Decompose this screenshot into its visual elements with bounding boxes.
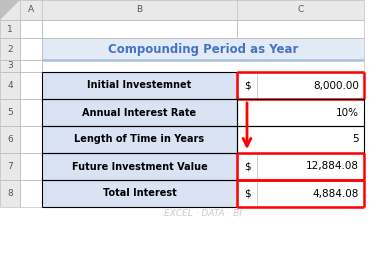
Text: 5: 5 — [7, 108, 13, 117]
Text: Total Interest: Total Interest — [103, 188, 176, 199]
Text: Future Investment Value: Future Investment Value — [72, 162, 207, 171]
Text: EXCEL · DATA · BI: EXCEL · DATA · BI — [164, 209, 242, 218]
Text: 4,884.08: 4,884.08 — [313, 188, 359, 199]
Text: 7: 7 — [7, 162, 13, 171]
Text: 2: 2 — [7, 44, 13, 54]
Text: 6: 6 — [7, 135, 13, 144]
Text: B: B — [137, 5, 142, 15]
Text: C: C — [297, 5, 304, 15]
Text: 5: 5 — [352, 134, 359, 145]
Text: 8: 8 — [7, 189, 13, 198]
Text: 10%: 10% — [336, 108, 359, 117]
Text: $: $ — [244, 162, 250, 171]
Text: 8,000.00: 8,000.00 — [313, 80, 359, 91]
Text: $: $ — [244, 188, 250, 199]
Text: $: $ — [244, 80, 250, 91]
Text: 1: 1 — [7, 25, 13, 33]
Text: Annual Interest Rate: Annual Interest Rate — [82, 108, 196, 117]
Text: Compounding Period as Year: Compounding Period as Year — [108, 43, 298, 56]
Text: Length of Time in Years: Length of Time in Years — [74, 134, 205, 145]
Text: 12,884.08: 12,884.08 — [306, 162, 359, 171]
Text: 4: 4 — [7, 81, 13, 90]
Text: Initial Investemnet: Initial Investemnet — [88, 80, 192, 91]
Text: A: A — [28, 5, 34, 15]
Polygon shape — [0, 0, 20, 20]
Text: 3: 3 — [7, 62, 13, 70]
